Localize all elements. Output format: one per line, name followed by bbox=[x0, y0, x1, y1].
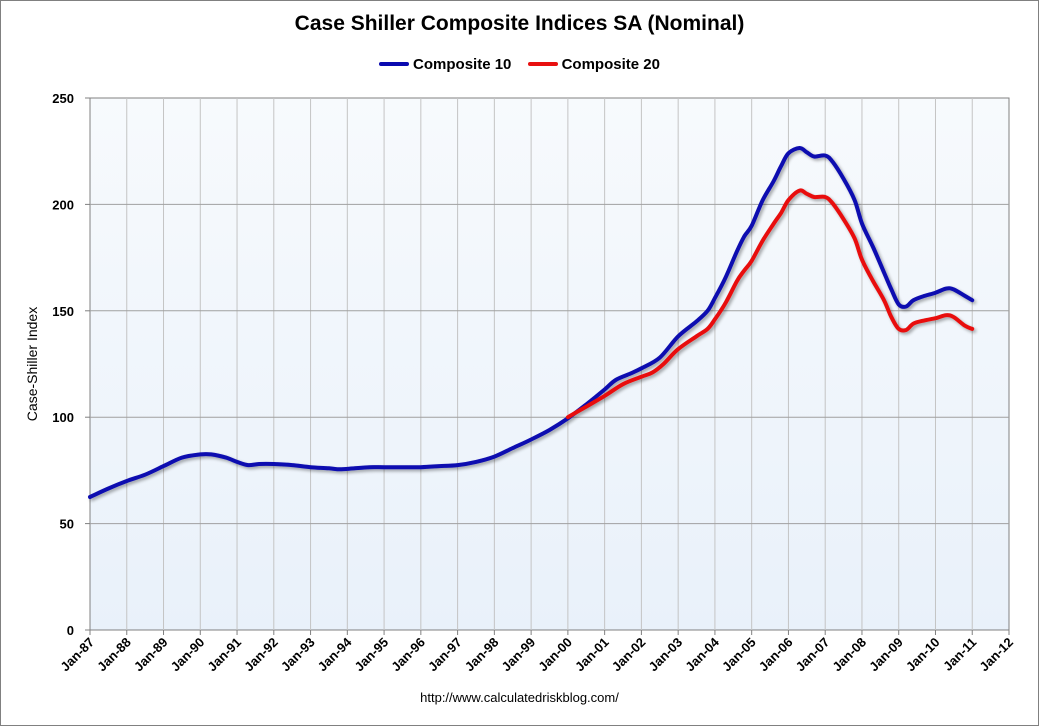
series-line-composite-10 bbox=[88, 146, 975, 499]
x-tick-label: Jan-88 bbox=[94, 635, 134, 675]
x-tick-label: Jan-01 bbox=[572, 635, 612, 675]
x-tick-label: Jan-98 bbox=[462, 635, 502, 675]
y-axis-title: Case-Shiller Index bbox=[24, 307, 40, 421]
x-tick-label: Jan-97 bbox=[425, 635, 465, 675]
y-tick-label: 50 bbox=[60, 517, 74, 532]
x-tick-label: Jan-07 bbox=[793, 635, 833, 675]
series-layer bbox=[88, 146, 975, 499]
y-tick-label: 100 bbox=[52, 410, 74, 425]
x-tick-labels: Jan-87Jan-88Jan-89Jan-90Jan-91Jan-92Jan-… bbox=[57, 634, 1016, 674]
x-tick-label: Jan-94 bbox=[315, 634, 355, 674]
series-line-composite-20 bbox=[565, 188, 975, 420]
legend-entry-composite-10: Composite 10 bbox=[379, 56, 511, 73]
legend-label-composite-10: Composite 10 bbox=[413, 55, 512, 73]
x-tick-label: Jan-99 bbox=[498, 635, 538, 675]
legend: Composite 10 Composite 20 bbox=[0, 53, 1039, 73]
x-tick-label: Jan-11 bbox=[940, 635, 979, 674]
x-tick-label: Jan-91 bbox=[204, 635, 244, 675]
x-tick-label: Jan-03 bbox=[646, 635, 686, 675]
legend-entry-composite-20: Composite 20 bbox=[527, 55, 660, 73]
x-tick-label: Jan-92 bbox=[241, 635, 281, 675]
y-tick-label: 0 bbox=[67, 623, 74, 638]
legend-label-composite-20: Composite 20 bbox=[561, 55, 660, 73]
y-tick-label: 250 bbox=[52, 91, 74, 106]
x-tick-label: Jan-05 bbox=[719, 635, 759, 675]
x-tick-label: Jan-93 bbox=[278, 635, 318, 675]
x-tick-label: Jan-95 bbox=[351, 635, 391, 675]
y-tick-labels: 0 50 100 150 200 250 bbox=[52, 91, 74, 638]
x-tick-label: Jan-90 bbox=[168, 635, 208, 675]
x-tick-label: Jan-12 bbox=[976, 635, 1016, 675]
x-tick-label: Jan-00 bbox=[535, 635, 575, 675]
x-tick-label: Jan-89 bbox=[131, 635, 171, 675]
x-tick-label: Jan-08 bbox=[829, 635, 869, 675]
source-credit: http://www.calculatedriskblog.com/ bbox=[420, 690, 619, 705]
x-tick-label: Jan-06 bbox=[756, 635, 796, 675]
vertical-gridlines bbox=[89, 98, 1010, 635]
chart-title: Case Shiller Composite Indices SA (Nomin… bbox=[294, 12, 745, 35]
x-tick-label: Jan-10 bbox=[903, 635, 943, 675]
x-tick-label: Jan-04 bbox=[682, 634, 722, 674]
plot-area bbox=[89, 97, 1010, 631]
legend-swatch-composite-10 bbox=[379, 62, 410, 66]
x-tick-label: Jan-09 bbox=[866, 635, 906, 675]
x-tick-label: Jan-96 bbox=[388, 635, 428, 675]
legend-swatch-composite-20 bbox=[527, 62, 558, 66]
x-tick-label: Jan-87 bbox=[57, 635, 97, 675]
x-tick-label: Jan-02 bbox=[609, 635, 649, 675]
y-tick-label: 150 bbox=[52, 304, 74, 319]
y-tick-label: 200 bbox=[52, 197, 74, 212]
